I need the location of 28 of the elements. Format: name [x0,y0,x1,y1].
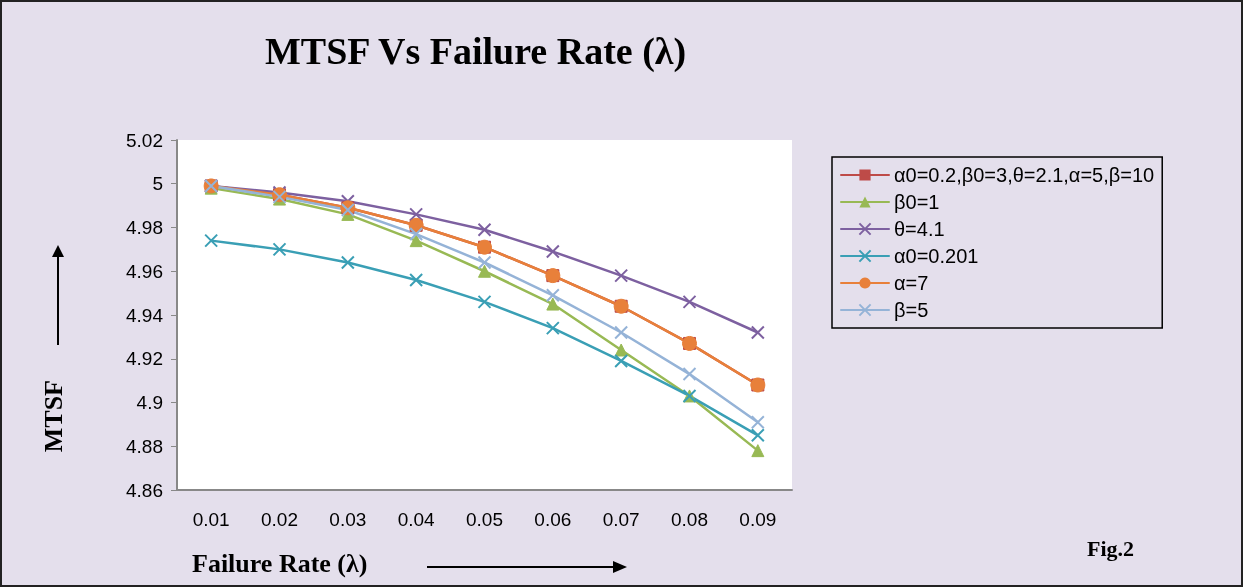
legend-label: β=5 [894,299,929,321]
x-tick-label: 0.07 [602,509,640,530]
y-tick-label: 4.94 [126,304,164,326]
legend-label: α0=0.201 [894,245,979,267]
y-tick-label: 4.88 [126,435,163,457]
x-tick-label: 0.06 [534,509,572,530]
y-tick-label: 4.86 [126,479,163,501]
chart-title: MTSF Vs Failure Rate (λ) [265,30,687,73]
x-tick-label: 0.08 [671,509,708,530]
y-tick-label: 5.02 [126,129,163,151]
y-tick-label: 4.92 [126,348,163,370]
legend-label: α=7 [894,272,929,294]
y-tick-label: 4.98 [126,217,163,238]
x-tick-label: 0.09 [739,509,777,530]
x-tick-label: 0.03 [329,509,367,530]
x-tick-label: 0.02 [261,509,298,530]
x-tick-label: 0.01 [192,509,230,530]
legend-label: α0=0.2,β0=3,θ=2.1,α=5,β=10 [894,164,1155,186]
y-tick-label: 4.96 [126,260,163,282]
caption: Fig.2 [1087,535,1135,561]
x-axis-title: Failure Rate (λ) [192,548,368,578]
x-tick-label: 0.04 [397,509,436,530]
y-axis-title: MTSF [38,379,68,453]
x-tick-label: 0.05 [466,509,503,530]
legend-label: β0=1 [894,191,940,213]
legend-label: θ=4.1 [894,218,945,240]
y-tick-label: 5 [152,173,163,195]
y-tick-label: 4.9 [136,392,163,413]
